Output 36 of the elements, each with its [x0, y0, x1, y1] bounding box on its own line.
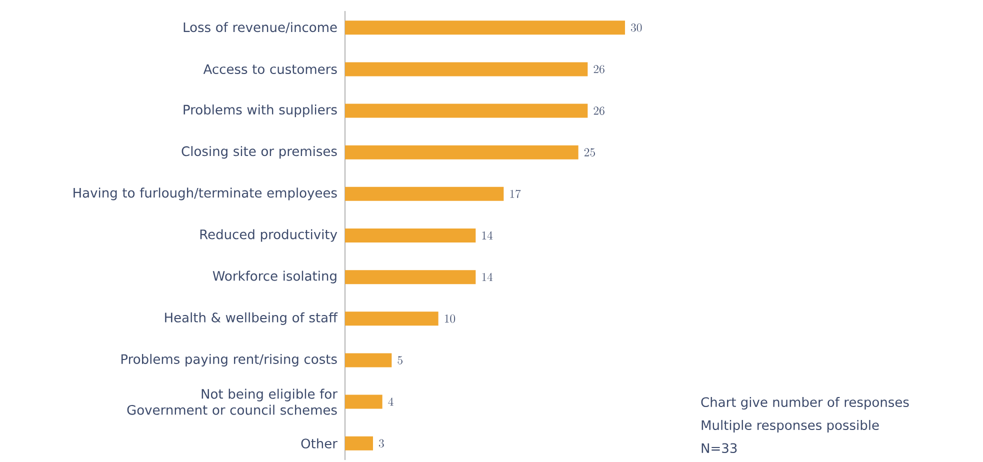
bar [345, 353, 392, 368]
y-tick-label: Access to customers [203, 64, 337, 74]
bar [345, 228, 476, 243]
data-label: 26 [594, 106, 604, 115]
data-label: 26 [594, 65, 604, 74]
data-label: 4 [388, 398, 394, 406]
data-label: 5 [398, 356, 402, 364]
y-tick-label: Closing site or premises [182, 146, 337, 159]
y-tick-label: Health & wellbeing of staff [165, 312, 338, 325]
bar [345, 62, 588, 76]
bar [345, 145, 578, 160]
y-tick-label: Other [301, 438, 338, 448]
data-label: 30 [631, 24, 642, 32]
data-label: 10 [444, 314, 456, 323]
text: Multiple responses possible [702, 420, 879, 433]
text: N=33 [702, 443, 737, 454]
y-tick-label: Workforce isolating [212, 270, 336, 284]
y-tick-label: Having to furlough/terminate employees [74, 188, 337, 200]
y-tick-label: Loss of revenue/income [184, 22, 337, 34]
bar [345, 104, 588, 118]
data-label: 14 [482, 231, 493, 240]
y-tick-label: Problems with suppliers [184, 104, 337, 118]
data-label: 14 [482, 272, 493, 281]
bar [345, 312, 438, 326]
bar [345, 394, 382, 409]
bar [345, 186, 504, 201]
y-tick-label: Reduced productivity [200, 229, 338, 242]
bar [345, 436, 373, 450]
text: Chart give number of responses [701, 396, 909, 410]
data-label: 25 [584, 148, 595, 156]
bar [345, 20, 626, 35]
y-tick-label: Not being eligible for Government or council schemes [127, 388, 338, 415]
data-label: 3 [379, 439, 384, 448]
bar [345, 270, 476, 284]
data-label: 17 [510, 190, 521, 198]
y-tick-label: Problems paying rent/rising costs [121, 354, 337, 367]
